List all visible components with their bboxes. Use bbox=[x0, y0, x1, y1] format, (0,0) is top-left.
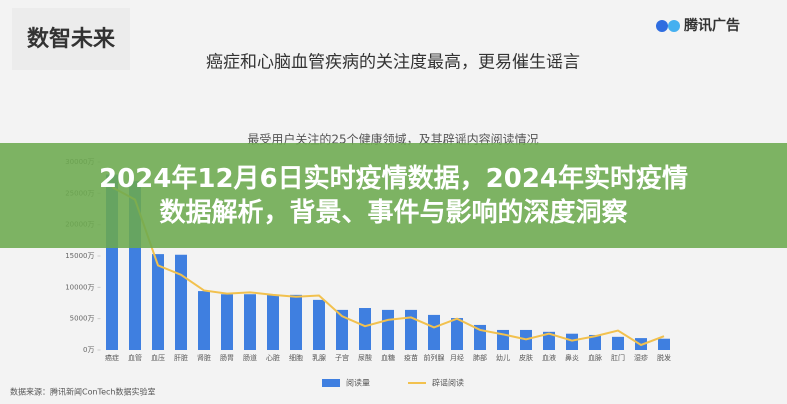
x-tick-label: 血管 bbox=[128, 353, 142, 362]
bar bbox=[658, 338, 670, 350]
bar bbox=[290, 294, 302, 350]
x-tick-label: 血液 bbox=[542, 353, 556, 362]
x-tick-label: 肺部 bbox=[473, 353, 487, 362]
legend-swatch bbox=[322, 379, 340, 387]
x-tick-label: 肝脏 bbox=[174, 353, 188, 362]
banner-text: 2024年12月6日实时疫情数据，2024年实时疫情数据解析，背景、事件与影响的… bbox=[99, 163, 688, 228]
y-tick-label: 15000万 bbox=[65, 252, 94, 260]
x-tick-label: 肠胃 bbox=[220, 353, 234, 362]
brand: 腾讯广告 bbox=[684, 17, 740, 34]
y-tick-label: 5000万 bbox=[70, 315, 95, 323]
x-tick-label: 肠道 bbox=[243, 353, 257, 362]
x-tick-label: 肾脏 bbox=[197, 353, 211, 362]
x-tick-label: 前列腺 bbox=[424, 353, 445, 362]
x-tick-label: 脱发 bbox=[657, 353, 671, 362]
legend-label: 辟谣阅读 bbox=[432, 378, 464, 388]
x-tick-label: 湿疹 bbox=[634, 353, 648, 362]
x-tick-label: 鼻炎 bbox=[565, 353, 579, 362]
line bbox=[111, 186, 665, 347]
brand-icon bbox=[656, 20, 680, 32]
bar bbox=[589, 334, 601, 350]
bar bbox=[428, 314, 440, 350]
bar bbox=[175, 254, 187, 350]
x-tick-label: 肛门 bbox=[611, 353, 625, 362]
x-tick-label: 月经 bbox=[450, 353, 464, 362]
bar bbox=[313, 299, 325, 350]
bar bbox=[267, 294, 279, 350]
chart-title: 癌症和心脑血管疾病的关注度最高，更易催生谣言 bbox=[206, 53, 580, 73]
legend-label: 阅读量 bbox=[346, 378, 370, 388]
bar bbox=[543, 331, 555, 350]
x-tick-label: 血压 bbox=[151, 353, 165, 362]
bar bbox=[336, 309, 348, 350]
x-tick-label: 癌症 bbox=[105, 353, 119, 362]
y-tick-label: 10000万 bbox=[65, 283, 94, 291]
banner: 2024年12月6日实时疫情数据，2024年实时疫情数据解析，背景、事件与影响的… bbox=[0, 143, 787, 248]
bar bbox=[612, 336, 624, 350]
bar bbox=[152, 254, 164, 350]
chart-subtitle: 最受用户关注的25个健康领域，及其辟谣内容阅读情况 bbox=[247, 132, 538, 147]
bar bbox=[566, 333, 578, 350]
x-tick-label: 尿酸 bbox=[358, 353, 372, 362]
bar bbox=[244, 294, 256, 350]
logo-box bbox=[12, 8, 130, 70]
bar bbox=[405, 309, 417, 350]
x-tick-label: 血脉 bbox=[588, 353, 602, 362]
x-tick-label: 细胞 bbox=[289, 353, 303, 362]
logo: 数智未来 bbox=[27, 26, 116, 52]
x-tick-label: 血糖 bbox=[381, 353, 395, 362]
bar bbox=[221, 294, 233, 350]
x-tick-label: 皮肤 bbox=[519, 353, 533, 362]
bar bbox=[382, 309, 394, 350]
bar bbox=[451, 318, 463, 350]
x-tick-label: 心脏 bbox=[266, 353, 280, 362]
x-tick-label: 子宫 bbox=[335, 353, 349, 362]
bar bbox=[198, 291, 210, 350]
x-tick-label: 乳腺 bbox=[312, 353, 326, 362]
x-tick-label: 疫苗 bbox=[404, 353, 418, 362]
y-tick-label: 0万 bbox=[83, 346, 94, 354]
x-tick-label: 幼儿 bbox=[496, 353, 510, 362]
bar bbox=[359, 308, 371, 350]
source: 数据来源：腾讯新闻ConTech数据实验室 bbox=[10, 387, 155, 397]
